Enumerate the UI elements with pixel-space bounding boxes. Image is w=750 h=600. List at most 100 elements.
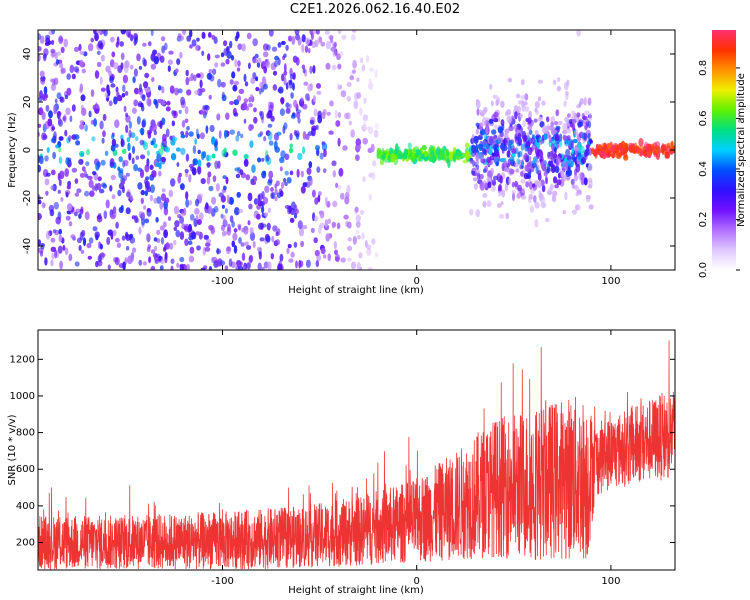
snr-y-label: SNR (10 * v/v) xyxy=(7,414,18,485)
spectrogram-cell xyxy=(85,161,90,167)
spectrogram-cell xyxy=(522,120,526,128)
x-tick-label: 100 xyxy=(601,276,620,287)
spectrogram-cell xyxy=(109,185,113,192)
spectrogram-cell xyxy=(350,129,356,138)
spectrogram-cell xyxy=(169,135,173,141)
spectrogram-cell xyxy=(50,237,56,243)
spectrogram-cell xyxy=(125,30,132,38)
spectrogram-cell xyxy=(131,107,137,114)
spectrogram-cell xyxy=(314,197,319,205)
spectrogram-cell xyxy=(102,113,107,122)
spectrogram-cell xyxy=(302,131,307,140)
spectrogram-cell xyxy=(366,247,372,256)
spectrogram-cell xyxy=(196,133,200,139)
spectrogram-cell xyxy=(88,179,94,188)
spectrogram-cell xyxy=(180,147,186,156)
spectrogram-cell xyxy=(407,142,412,149)
spectrogram-cell xyxy=(476,172,481,181)
spectrogram-cell xyxy=(334,110,338,119)
spectrogram-cell xyxy=(170,178,176,187)
spectrogram-cell xyxy=(132,76,136,84)
spectrogram-cell xyxy=(255,76,259,82)
spectrogram-cell xyxy=(148,41,152,47)
spectrogram-cell xyxy=(44,257,48,266)
spectrogram-cell xyxy=(508,140,513,146)
spectrogram-cell xyxy=(490,100,494,107)
spectrogram-cell xyxy=(69,64,75,74)
spectrogram-cell xyxy=(268,170,274,179)
spectrogram-cell xyxy=(142,42,147,47)
spectrogram-cell xyxy=(489,83,493,90)
spectrogram-cell xyxy=(141,94,146,102)
spectrogram-cell xyxy=(110,36,115,43)
spectrogram-cell xyxy=(184,106,189,115)
spectrogram-cell xyxy=(336,53,341,61)
spectrogram-cell xyxy=(471,144,476,153)
spectrogram-cell xyxy=(483,143,489,150)
spectrogram-cell xyxy=(469,208,474,216)
spectrogram-cell xyxy=(59,260,63,270)
spectrogram-cell xyxy=(185,76,190,86)
spectrogram-cell xyxy=(234,58,238,68)
spectrogram-cell xyxy=(102,130,106,138)
spectrogram-cell xyxy=(328,130,334,135)
spectrogram-cell xyxy=(535,110,539,115)
spectrogram-cell xyxy=(234,207,240,216)
spectrogram-cell xyxy=(571,119,577,124)
spectrogram-cell xyxy=(298,227,305,237)
spectrogram-cell xyxy=(371,171,376,181)
spectrogram-cell xyxy=(166,100,171,106)
spectrogram-cell xyxy=(263,83,268,90)
spectrogram-cell xyxy=(249,227,254,235)
spectrogram-cell xyxy=(499,175,503,184)
spectrogram-cell xyxy=(119,41,124,47)
spectrogram-cell xyxy=(51,39,55,46)
spectrogram-cell xyxy=(647,147,651,152)
spectrogram-cell xyxy=(38,199,42,205)
spectrogram-cell xyxy=(512,192,515,202)
spectrogram-cell xyxy=(476,108,480,116)
spectrogram-cell xyxy=(191,39,197,47)
spectrogram-cell xyxy=(159,265,164,270)
spectrogram-cell xyxy=(284,153,290,161)
spectrogram-cell xyxy=(74,192,80,197)
spectrogram-cell xyxy=(277,42,282,48)
spectrogram-cell xyxy=(519,165,524,170)
spectrogram-cell xyxy=(541,100,546,106)
spectrogram-cell xyxy=(599,150,605,157)
spectrogram-cell xyxy=(64,129,68,137)
spectrogram-cell xyxy=(293,241,298,248)
spectrogram-cell xyxy=(94,231,100,239)
spectrogram-cell xyxy=(208,205,213,214)
spectrogram-cell xyxy=(49,209,55,217)
spectrogram-cell xyxy=(603,142,607,152)
spectrogram-cell xyxy=(275,180,280,187)
spectrogram-cell xyxy=(48,110,53,119)
spectrogram-cell xyxy=(178,109,182,114)
spectrogram-cell xyxy=(159,201,164,210)
spectrogram-cell xyxy=(231,220,235,228)
spectrogram-cell xyxy=(516,158,521,165)
spectrogram-cell xyxy=(308,161,313,169)
spectrogram-cell xyxy=(560,170,565,178)
spectrogram-cell xyxy=(513,124,518,131)
spectrogram-cell xyxy=(286,205,292,215)
spectrogram-cell xyxy=(515,93,521,99)
spectrogram-cell xyxy=(253,107,257,113)
spectrogram-cell xyxy=(175,229,181,238)
spectrogram-cell xyxy=(220,195,226,203)
spectrogram-cell xyxy=(220,81,226,88)
spectrogram-cell xyxy=(309,65,313,74)
spectrogram-cell xyxy=(207,32,212,38)
spectrogram-cell xyxy=(309,83,313,91)
spectrogram-cell xyxy=(562,161,569,171)
spectrogram-cell xyxy=(616,146,621,151)
spectrogram-cell xyxy=(283,177,287,183)
spectrogram-cell xyxy=(228,196,234,205)
spectrogram-cell xyxy=(547,154,553,160)
spectrogram-cell xyxy=(222,175,227,180)
spectrogram-cell xyxy=(211,34,216,40)
spectrogram-cell xyxy=(324,196,328,206)
spectrogram-cell xyxy=(51,252,55,260)
spectrogram-cell xyxy=(65,107,71,116)
